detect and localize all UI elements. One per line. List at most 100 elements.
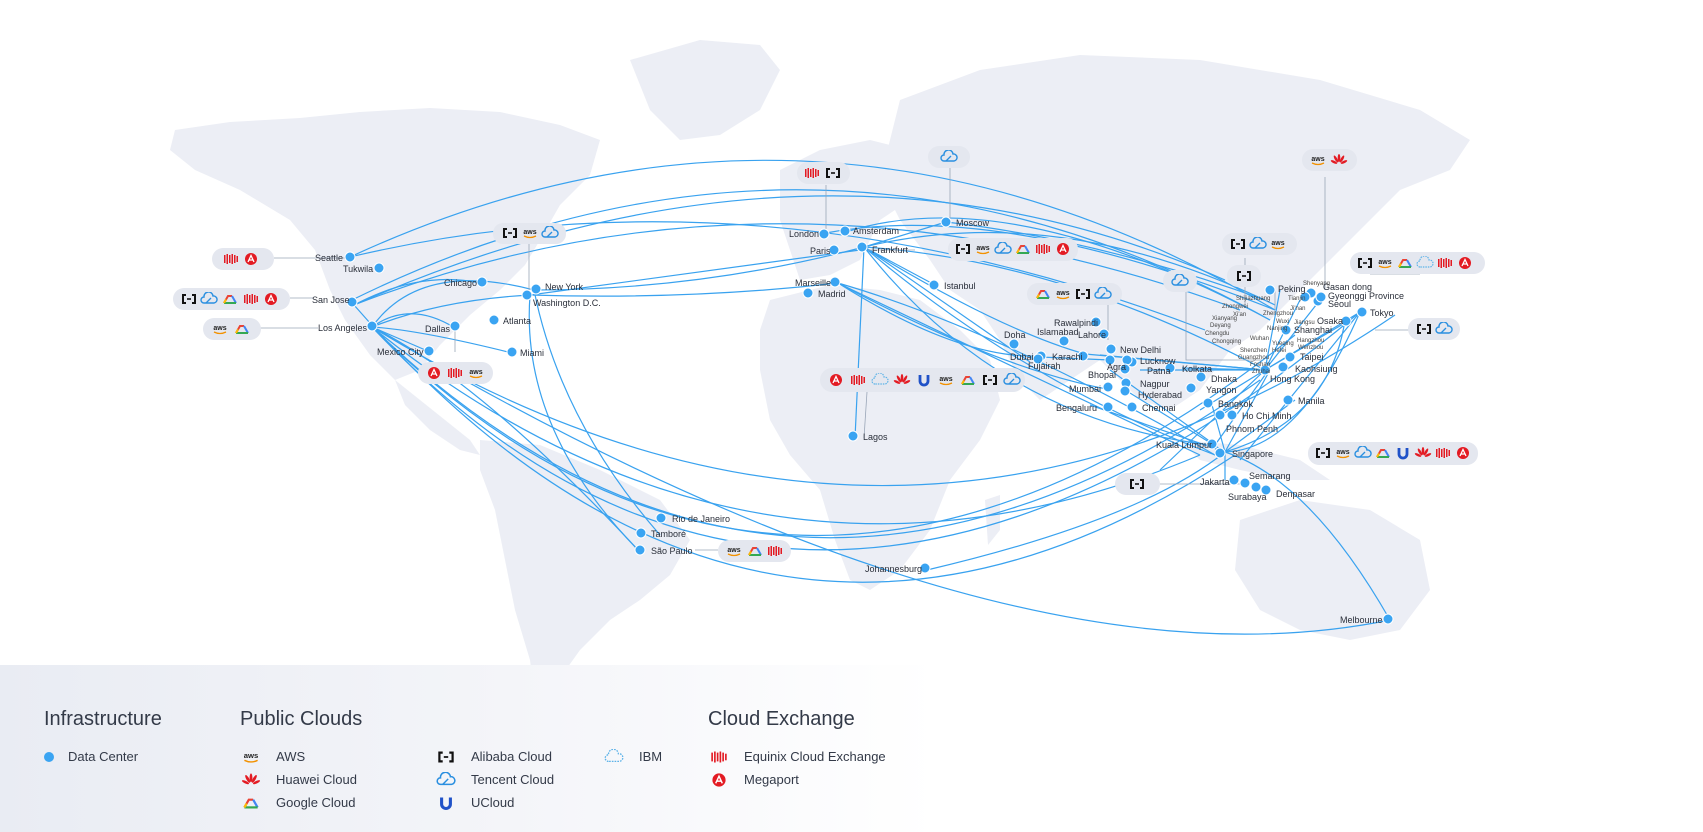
label-bhopal: Bhopal: [1088, 370, 1116, 380]
label-london: London: [789, 229, 819, 239]
label-zhengzhou: Zhengzhou: [1263, 311, 1293, 317]
badge-chengdu: [1163, 270, 1197, 292]
label-xianyang: Xianyang: [1212, 316, 1237, 322]
label-newyork: New York: [545, 282, 584, 292]
legend-huawei-label: Huawei Cloud: [276, 772, 357, 787]
label-surabaya: Surabaya: [1228, 492, 1267, 502]
legend-alibaba-label: Alibaba Cloud: [471, 749, 552, 764]
label-shijiazhuang: Shijiazhuang: [1236, 296, 1270, 302]
label-denpasar: Denpasar: [1276, 489, 1315, 499]
badge-dubai: [1027, 283, 1122, 305]
legend-alibaba: Alibaba Cloud: [435, 745, 603, 768]
legend-cloud-exchange: Cloud Exchange Equinix Cloud Exchange Me…: [708, 708, 886, 791]
label-sanjose: San Jose: [312, 295, 350, 305]
legend-huawei: Huawei Cloud: [240, 768, 435, 791]
badge-tokyo: [1350, 252, 1485, 274]
data-center-dots: [344, 216, 1394, 625]
label-chicago: Chicago: [444, 278, 477, 288]
label-atlanta: Atlanta: [503, 316, 531, 326]
ibm-icon: [603, 748, 625, 765]
legend-infrastructure-title: Infrastructure: [44, 708, 162, 730]
label-lucknow: Lucknow: [1140, 356, 1176, 366]
label-tambore: Tamboré: [651, 529, 686, 539]
legend-panel: [0, 665, 1703, 832]
label-phnompenh: Phnom Penh: [1226, 424, 1278, 434]
label-tokyo: Tokyo: [1370, 308, 1394, 318]
megaport-icon: [708, 772, 730, 788]
aws-icon: [240, 749, 262, 765]
network-routes: [349, 159, 1396, 635]
label-washington: Washington D.C.: [533, 298, 601, 308]
badge-marseille: [820, 368, 1025, 392]
legend-equinix-label: Equinix Cloud Exchange: [744, 749, 886, 764]
label-seoul: Seoul: [1328, 299, 1351, 309]
label-yangon: Yangon: [1206, 385, 1236, 395]
legend-ucloud-label: UCloud: [471, 795, 515, 810]
label-losangeles: Los Angeles: [318, 323, 368, 333]
label-kolkata: Kolkata: [1182, 364, 1212, 374]
legend-public-clouds: Public Clouds AWS Huawei Cloud Google Cl…: [240, 708, 703, 814]
label-singapore: Singapore: [1232, 449, 1273, 459]
label-karachi: Karachi: [1052, 352, 1083, 362]
label-deyang: Deyang: [1210, 323, 1231, 329]
badge-singapore: [1308, 442, 1478, 465]
badge-saopaulo: [718, 540, 791, 562]
label-wenzhou: Wenzhou: [1298, 345, 1323, 351]
label-nanjing: Nanjing: [1267, 326, 1287, 332]
label-dubai: Dubai: [1010, 352, 1034, 362]
legend-tencent: Tencent Cloud: [435, 768, 603, 791]
label-zhongwei: Zhongwei: [1222, 304, 1248, 310]
legend-ibm: IBM: [603, 745, 703, 768]
badge-losangeles: [203, 318, 261, 340]
label-newdelhi: New Delhi: [1120, 345, 1161, 355]
label-lagos: Lagos: [863, 432, 888, 442]
legend-cloud-exchange-title: Cloud Exchange: [708, 708, 855, 730]
label-bangkok: Bangkok: [1218, 399, 1254, 409]
label-shenyang: Shenyang: [1303, 281, 1330, 287]
badge-shanghai: [1222, 233, 1297, 255]
provider-badges: [173, 146, 1485, 562]
google-cloud-icon: [240, 795, 262, 811]
label-hochiminh: Ho Chi Minh: [1242, 411, 1292, 421]
label-taipei: Taipei: [1300, 352, 1324, 362]
central-america: [395, 380, 480, 455]
label-kualalumpur: Kuala Lumpur: [1156, 440, 1212, 450]
huawei-icon: [240, 772, 262, 788]
label-dallas: Dallas: [425, 324, 451, 334]
label-manila: Manila: [1298, 396, 1325, 406]
legend-google: Google Cloud: [240, 791, 435, 814]
label-hyderabad: Hyderabad: [1138, 390, 1182, 400]
africa: [760, 285, 1000, 590]
australia: [1235, 500, 1430, 640]
madagascar: [985, 495, 1000, 545]
legend-megaport: Megaport: [708, 768, 886, 791]
label-yueqing: Yueqing: [1272, 341, 1294, 347]
label-miami: Miami: [520, 348, 544, 358]
badge-jakarta: [1115, 473, 1160, 495]
legend-public-clouds-title: Public Clouds: [240, 708, 363, 730]
badge-seattle: [212, 248, 274, 270]
label-jinan: Ji'nan: [1290, 306, 1306, 312]
label-hangzhou: Hangzhou: [1297, 338, 1324, 344]
label-marseille: Marseille: [795, 278, 831, 288]
label-wuxi: Wuxi: [1276, 319, 1289, 325]
badge-peking: [1227, 265, 1261, 287]
legend-aws: AWS: [240, 745, 435, 768]
label-wuhan: Wuhan: [1250, 336, 1269, 342]
label-jakarta: Jakarta: [1200, 477, 1230, 487]
ucloud-icon: [435, 795, 457, 811]
label-chengdu: Chengdu: [1205, 331, 1229, 337]
badge-moscow: [928, 146, 970, 168]
label-guangzhou: Guangzhou: [1238, 355, 1269, 361]
label-madrid: Madrid: [818, 289, 846, 299]
badge-sanjose: [173, 288, 290, 310]
label-mumbai: Mumbai: [1069, 384, 1101, 394]
data-center-dot-icon: [44, 749, 54, 765]
alibaba-cloud-icon: [435, 749, 457, 765]
legend-data-center-label: Data Center: [68, 749, 139, 764]
label-amsterdam: Amsterdam: [853, 226, 899, 236]
legend-google-label: Google Cloud: [276, 795, 356, 810]
label-peking: Peking: [1278, 284, 1306, 294]
label-gyeonggi: Gyeonggi Province: [1328, 291, 1404, 301]
